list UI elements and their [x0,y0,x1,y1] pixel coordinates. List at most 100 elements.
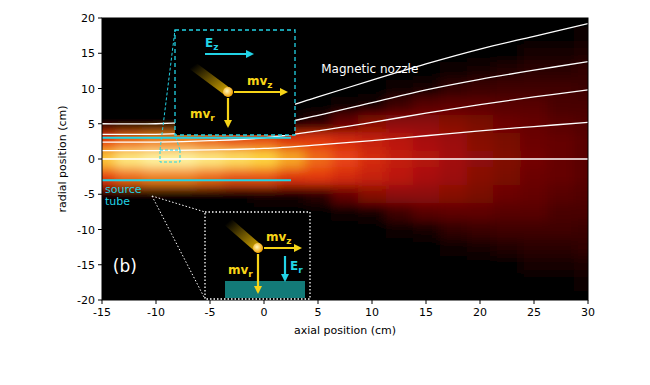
y-tick-label: 20 [81,12,95,25]
density-cell [575,238,589,256]
field-line [102,158,588,159]
density-cell [251,185,279,203]
y-tick [98,229,102,230]
density-cell [359,256,387,274]
density-cell [170,256,198,274]
zoom-connector [160,30,175,150]
density-cell [521,44,549,62]
density-cell [359,203,387,221]
density-cell [494,80,522,98]
x-tick [588,300,589,304]
panel-label: (b) [113,256,137,276]
density-cell [548,168,576,186]
density-cell [102,274,116,292]
density-cell [467,133,495,151]
density-cell [440,97,468,115]
arrow [227,98,229,126]
x-axis-title: axial position (cm) [294,324,396,337]
density-cell [413,27,441,45]
density-cell [332,185,360,203]
x-tick-label: -10 [147,306,165,319]
density-cell [440,168,468,186]
density-cell [305,133,333,151]
density-cell [359,18,387,27]
density-cell [332,291,360,300]
density-cell [143,185,171,203]
density-cell [548,221,576,239]
density-cell [413,291,441,300]
density-cell [467,238,495,256]
density-cell [575,185,589,203]
density-cell [197,185,225,203]
density-cell [170,18,198,27]
density-cell [521,291,549,300]
density-cell [143,203,171,221]
x-tick [480,300,481,304]
density-cell [102,221,116,239]
density-cell [467,80,495,98]
density-cell [521,221,549,239]
density-cell [143,238,171,256]
main: E [290,259,298,273]
zoom-connector [152,196,205,212]
density-cell [575,168,589,186]
density-cell [197,168,225,186]
subscript: r [210,113,215,123]
density-cell [332,18,360,27]
density-cell [440,115,468,133]
density-cell [305,18,333,27]
zoom-connector [152,196,205,299]
x-tick-label: 25 [527,306,541,319]
density-cell [575,44,589,62]
density-cell [116,62,144,80]
density-cell [548,256,576,274]
density-cell [521,168,549,186]
density-cell [440,133,468,151]
density-cell [386,185,414,203]
density-cell [440,291,468,300]
arrow [257,254,259,292]
density-cell [359,274,387,292]
source-tube-wall [102,179,291,181]
inset-label: mvr [190,107,215,123]
density-cell [197,18,225,27]
density-cell [278,185,306,203]
density-cell [494,168,522,186]
density-cell [170,221,198,239]
density-cell [575,133,589,151]
density-cell [467,274,495,292]
density-cell [251,18,279,27]
inset-label: mvz [247,74,273,90]
x-tick-label: 15 [419,306,433,319]
x-tick-label: 30 [581,306,595,319]
density-cell [116,291,144,300]
y-tick-label: -20 [77,294,95,307]
density-cell [548,291,576,300]
density-cell [467,221,495,239]
density-cell [440,221,468,239]
inset-label: Ez [205,36,218,52]
density-cell [386,80,414,98]
field-lines [102,24,588,159]
y-tick [98,300,102,301]
y-tick [98,194,102,195]
density-cell [521,133,549,151]
plot-frame [102,18,588,300]
density-cell [386,18,414,27]
density-cell [116,27,144,45]
label-line: tube [105,195,130,208]
main: mv [266,230,287,244]
density-cell [102,97,116,115]
density-cell [548,185,576,203]
density-cell [386,44,414,62]
density-cell [575,291,589,300]
density-cell [575,62,589,80]
density-cell [116,238,144,256]
density-cell [359,168,387,186]
density-cell [102,27,116,45]
density-cell [170,185,198,203]
density-cell [575,221,589,239]
particle [223,87,233,97]
source-tube-label: sourcetube [105,183,142,208]
density-cell [413,256,441,274]
